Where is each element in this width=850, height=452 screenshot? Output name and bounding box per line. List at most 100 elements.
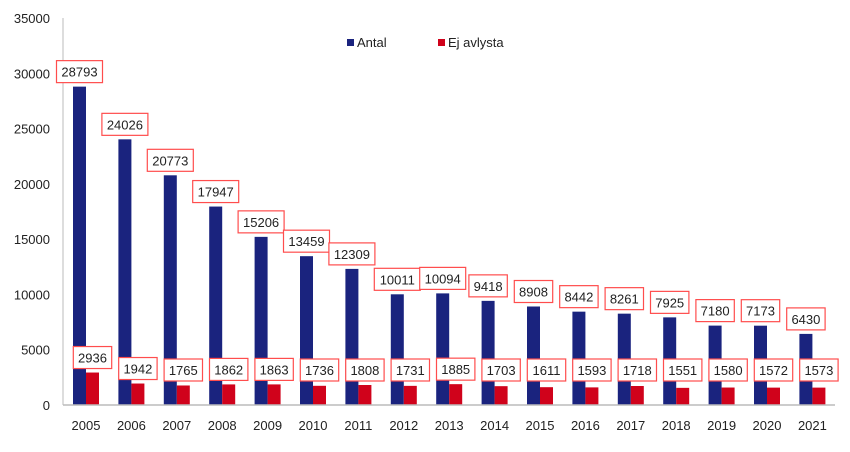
x-tick-label: 2012 xyxy=(389,418,418,433)
legend-label: Antal xyxy=(357,35,387,50)
bar-antal xyxy=(390,294,404,405)
x-tick-label: 2006 xyxy=(117,418,146,433)
data-labels: 28793 2936 24026 1942 20773 1765 17947 1862 1520… xyxy=(55,60,839,382)
data-label: 1580 xyxy=(714,363,743,378)
data-label: 8908 xyxy=(519,285,548,300)
data-label-box xyxy=(55,60,104,84)
y-tick-label: 25000 xyxy=(14,122,50,137)
bar-ej-avlysta xyxy=(540,387,553,405)
data-label-box xyxy=(435,357,476,381)
data-label: 1862 xyxy=(214,362,243,377)
data-label-box xyxy=(799,358,839,382)
data-label: 8442 xyxy=(564,290,593,305)
data-label-box xyxy=(481,358,521,382)
x-tick-label: 2014 xyxy=(480,418,509,433)
data-label-box xyxy=(649,290,690,314)
data-label-box xyxy=(208,357,249,382)
y-tick-label: 15000 xyxy=(14,232,50,247)
legend-swatch xyxy=(438,39,445,46)
data-label-box xyxy=(572,358,612,382)
x-tick-label: 2011 xyxy=(344,418,372,433)
bar-antal xyxy=(345,268,359,405)
x-tick-label: 2019 xyxy=(707,418,736,433)
bar-ej-avlysta xyxy=(449,384,463,405)
bar-antal xyxy=(481,300,495,405)
x-tick-label: 2017 xyxy=(616,418,645,433)
legend-label: Ej avlysta xyxy=(448,35,504,50)
data-label: 28793 xyxy=(61,65,97,80)
data-label: 7173 xyxy=(746,304,775,319)
x-tick-label: 2008 xyxy=(208,418,237,433)
data-label-box xyxy=(513,279,554,304)
data-label-box xyxy=(237,210,285,234)
y-tick-label: 35000 xyxy=(14,11,50,26)
data-label: 1942 xyxy=(123,362,152,377)
x-tick-label: 2009 xyxy=(253,418,282,433)
data-label: 15206 xyxy=(243,215,279,230)
bar-antal xyxy=(73,86,86,405)
x-tick-label: 2018 xyxy=(662,418,691,433)
data-label: 10011 xyxy=(380,272,415,287)
data-label: 12309 xyxy=(334,247,370,262)
data-label-box xyxy=(299,358,340,382)
bars xyxy=(73,86,826,406)
data-label: 20773 xyxy=(152,153,188,168)
data-label: 1736 xyxy=(305,363,334,378)
data-label-box xyxy=(708,358,748,382)
data-label: 1573 xyxy=(804,363,833,378)
bar-ej-avlysta xyxy=(721,387,735,405)
data-label: 1731 xyxy=(396,363,425,378)
data-label: 1593 xyxy=(577,363,606,378)
data-label: 1765 xyxy=(169,363,198,378)
x-tick-label: 2007 xyxy=(162,418,191,433)
data-label: 1863 xyxy=(260,362,289,377)
data-label-box xyxy=(617,358,658,382)
x-tick-label: 2013 xyxy=(435,418,464,433)
data-label-box xyxy=(192,179,240,204)
data-label-box xyxy=(345,358,385,382)
x-tick-label: 2015 xyxy=(526,418,555,433)
bar-ej-avlysta xyxy=(358,385,372,405)
data-label: 8261 xyxy=(610,292,639,307)
data-label: 1808 xyxy=(350,363,379,378)
bar-ej-avlysta xyxy=(585,387,599,405)
data-label: 1611 xyxy=(533,363,561,378)
legend-swatch xyxy=(347,39,354,46)
data-label: 24026 xyxy=(107,117,143,132)
bar-ej-avlysta xyxy=(630,386,644,405)
data-label-box xyxy=(662,358,703,382)
data-label: 1551 xyxy=(668,363,697,378)
x-tick-label: 2021 xyxy=(798,418,827,433)
data-label: 6430 xyxy=(791,312,820,327)
data-label-box xyxy=(163,358,204,382)
data-label-box xyxy=(419,266,467,290)
data-label-box xyxy=(559,285,599,309)
data-label-box xyxy=(101,112,149,136)
data-label-box xyxy=(695,299,735,323)
y-tick-label: 0 xyxy=(43,398,50,413)
x-tick-label: 2010 xyxy=(299,418,328,433)
bar-antal xyxy=(118,139,132,406)
data-label: 9418 xyxy=(474,279,503,294)
bar-antal xyxy=(300,256,313,405)
data-label-box xyxy=(282,229,331,253)
data-label-box xyxy=(390,358,431,382)
y-tick-label: 20000 xyxy=(14,177,50,192)
y-tick-label: 10000 xyxy=(14,287,50,302)
x-tick-label: 2016 xyxy=(571,418,600,433)
data-label: 2936 xyxy=(78,351,107,366)
bar-ej-avlysta xyxy=(676,387,690,405)
data-label: 13459 xyxy=(288,234,324,249)
data-label-box xyxy=(146,148,194,172)
bar-ej-avlysta xyxy=(494,386,508,405)
data-label-box xyxy=(118,356,158,381)
bar-ej-avlysta xyxy=(403,385,417,405)
data-label: 1718 xyxy=(623,363,652,378)
bar-antal xyxy=(209,206,223,405)
y-axis: 0 5000 10000 15000 20000 25000 30000 35000 xyxy=(14,11,64,413)
bar-antal xyxy=(527,306,540,405)
data-label-box xyxy=(786,307,826,331)
bar-antal xyxy=(436,293,450,405)
x-tick-label: 2020 xyxy=(753,418,782,433)
